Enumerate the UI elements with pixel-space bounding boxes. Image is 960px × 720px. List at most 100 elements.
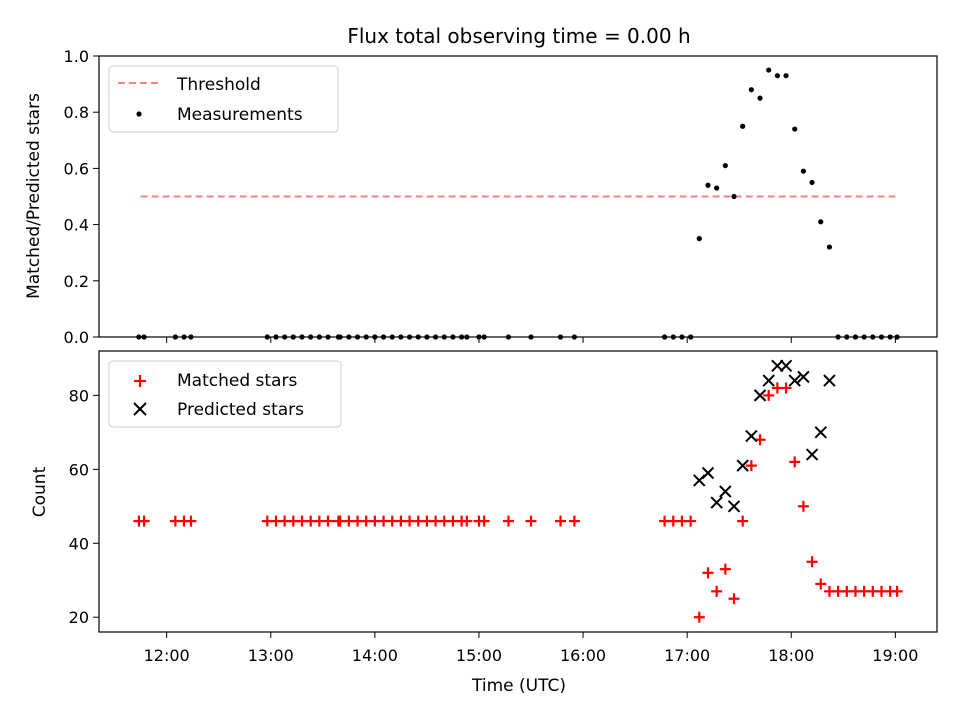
matched-star-point — [728, 593, 740, 605]
top-legend: Threshold Measurements — [108, 65, 339, 133]
matched-star-point — [322, 515, 334, 527]
matched-star-point — [702, 567, 714, 579]
measurement-point — [861, 334, 867, 340]
measurement-point — [273, 334, 279, 340]
measurement-point — [264, 334, 270, 340]
measurement-point — [325, 334, 331, 340]
matched-star-point — [555, 515, 567, 527]
bottom-y-tick-label: 40 — [69, 534, 89, 553]
legend-matched-swatch — [134, 375, 146, 387]
x-tick-label: 12:00 — [144, 646, 190, 665]
measurement-point — [528, 334, 534, 340]
measurement-point — [571, 334, 577, 340]
measurement-point — [679, 334, 685, 340]
legend-predicted-swatch — [133, 402, 147, 416]
legend-measurements-swatch — [136, 111, 142, 117]
bottom-chart-frame — [98, 350, 938, 633]
x-tick-label: 18:00 — [768, 646, 814, 665]
top-chart-frame — [98, 55, 938, 338]
measurement-point — [870, 334, 876, 340]
predicted-star-point — [710, 496, 723, 509]
measurement-point — [476, 334, 482, 340]
predicted-star-point — [797, 370, 810, 384]
measurement-point — [432, 334, 439, 340]
bottom-legend-box — [108, 360, 342, 428]
measurement-point — [748, 87, 754, 93]
measurement-point — [290, 334, 296, 340]
measurement-point — [424, 334, 430, 340]
measurement-point — [878, 334, 885, 340]
measurement-point — [835, 334, 841, 340]
measurement-point — [459, 334, 465, 340]
measurement-point — [826, 244, 833, 250]
x-tick-label: 14:00 — [352, 646, 398, 665]
measurement-point — [887, 334, 893, 340]
predicted-star-point — [745, 429, 758, 443]
matched-star-point — [478, 515, 490, 527]
measurement-point — [481, 334, 487, 340]
predicted-star-point — [788, 374, 801, 387]
measurement-point — [731, 193, 737, 200]
measurement-point — [299, 334, 305, 340]
legend-matched-label: Matched stars — [177, 371, 297, 391]
measurement-point — [372, 334, 378, 340]
measurement-point — [792, 126, 798, 132]
predicted-star-point — [779, 359, 793, 372]
top-y-tick-label: 0.4 — [64, 216, 89, 235]
top-y-tick-label: 0.6 — [64, 159, 89, 178]
measurement-point — [464, 334, 470, 340]
bottom-chart-axes: Count Time (UTC) — [30, 350, 938, 696]
bottom-legend: Matched stars Predicted stars — [108, 360, 342, 428]
measurement-point — [688, 334, 694, 340]
predicted-star-point — [805, 448, 819, 461]
measurement-point — [800, 168, 807, 174]
legend-predicted-label: Predicted stars — [177, 400, 304, 420]
predicted-star-point — [701, 466, 715, 480]
matched-star-point — [138, 515, 150, 527]
predicted-star-point — [762, 374, 775, 387]
measurement-point — [136, 334, 142, 340]
measurement-point — [818, 219, 824, 225]
matched-star-point — [502, 515, 514, 527]
matched-star-point — [568, 515, 580, 527]
measurement-point — [844, 334, 850, 340]
x-tick-label: 13:00 — [248, 646, 294, 665]
measurement-point — [346, 334, 352, 340]
measurement-point — [398, 334, 404, 340]
measurement-point — [441, 334, 447, 340]
matched-star-point — [737, 515, 749, 527]
top-y-tick-label: 0.2 — [64, 272, 89, 291]
matched-star-point — [815, 578, 827, 590]
measurement-point — [316, 334, 322, 340]
legend-measurements-label: Measurements — [177, 105, 303, 125]
top-y-axis-label: Matched/Predicted stars — [24, 93, 44, 299]
top-chart-axes: Matched/Predicted stars — [24, 55, 938, 338]
predicted-star-point — [814, 426, 827, 439]
matched-star-point — [780, 382, 792, 394]
measurement-point — [722, 162, 728, 169]
measurement-point — [282, 334, 288, 340]
top-y-tick-label: 1.0 — [64, 47, 89, 66]
matched-star-point — [711, 585, 723, 597]
matched-star-point — [719, 563, 731, 575]
measurement-point — [354, 334, 361, 340]
measurement-point — [188, 334, 194, 340]
bottom-y-tick-label: 60 — [69, 460, 89, 479]
measurement-point — [670, 334, 676, 340]
matched-star-point — [891, 585, 903, 597]
measurement-point — [172, 334, 178, 340]
measurement-point — [894, 334, 900, 340]
measurement-point — [740, 123, 746, 129]
matched-star-point — [685, 515, 697, 527]
predicted-star-point — [823, 374, 836, 387]
predicted-star-point — [753, 389, 767, 402]
measurement-point — [141, 334, 147, 340]
matched-star-point — [763, 389, 775, 401]
top-legend-box — [108, 65, 339, 133]
measurement-point — [705, 182, 711, 188]
measurement-point — [337, 334, 343, 340]
measurement-point — [363, 334, 369, 340]
matched-star-point — [806, 556, 818, 568]
legend-threshold-label: Threshold — [176, 75, 261, 95]
